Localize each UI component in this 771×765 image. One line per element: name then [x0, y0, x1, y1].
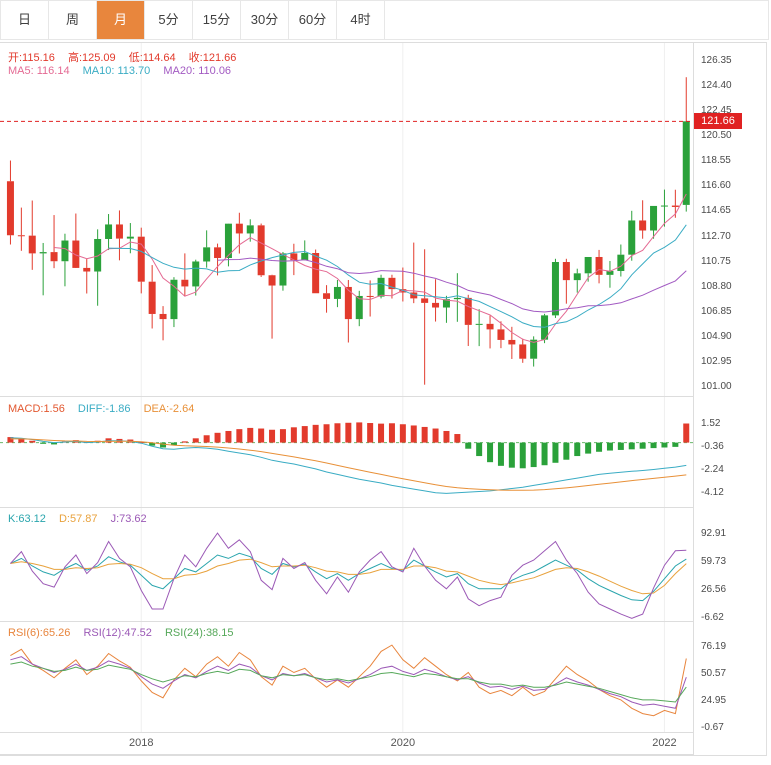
rsi-header: RSI(6):65.26 RSI(12):47.52 RSI(24):38.15: [8, 627, 243, 639]
y-tick-rsi: -0.67: [701, 722, 724, 733]
y-tick-price: 118.55: [701, 155, 731, 167]
period-tab-15分[interactable]: 15分: [193, 1, 241, 39]
y-tick-rsi: 50.57: [701, 668, 727, 679]
y-tick-price: 122.45: [701, 105, 732, 117]
rsi12-value: RSI(12):47.52: [83, 627, 152, 639]
y-tick-price: 106.85: [701, 305, 732, 317]
y-tick-price: 116.60: [701, 180, 731, 192]
y-tick-price: 108.80: [701, 280, 732, 292]
y-tick-macd: -0.36: [701, 441, 724, 452]
current-price-badge: 121.66: [694, 113, 742, 130]
k-value: K:63.12: [8, 513, 46, 525]
ma10-value: MA10: 113.70: [82, 65, 151, 77]
y-tick-macd: 1.52: [701, 418, 721, 429]
low-value: 低:114.64: [128, 52, 176, 64]
j-value: J:73.62: [110, 513, 147, 525]
y-tick-rsi: 24.95: [701, 695, 727, 706]
y-tick-macd: -4.12: [701, 487, 724, 498]
kdj-header: K:63.12 D:57.87 J:73.62: [8, 513, 157, 525]
open-value: 开:115.16: [8, 52, 55, 64]
y-tick-price: 126.35: [701, 55, 732, 66]
dea-value: DEA:-2.64: [143, 403, 195, 415]
ma-header: MA5: 116.14 MA10: 113.70 MA20: 110.06: [8, 65, 241, 77]
d-value: D:57.87: [58, 513, 98, 525]
rsi24-value: RSI(24):38.15: [164, 627, 234, 639]
period-tab-30分[interactable]: 30分: [241, 1, 289, 39]
period-tab-周[interactable]: 周: [49, 1, 97, 39]
high-value: 高:125.09: [67, 52, 116, 64]
y-tick-price: 120.50: [701, 130, 732, 142]
diff-value: DIFF:-1.86: [77, 403, 131, 415]
x-axis-label-2022: 2022: [652, 737, 677, 749]
period-tab-4时[interactable]: 4时: [337, 1, 385, 39]
y-tick-price: 102.95: [701, 355, 732, 367]
y-tick-price: 114.65: [701, 205, 731, 217]
period-tab-5分[interactable]: 5分: [145, 1, 193, 39]
y-tick-macd: -2.24: [701, 464, 724, 475]
y-tick-price: 112.70: [701, 230, 731, 242]
close-value: 收:121.66: [188, 52, 237, 64]
x-axis-label-2020: 2020: [390, 737, 416, 749]
rsi6-value: RSI(6):65.26: [8, 627, 71, 639]
macd-value: MACD:1.56: [8, 403, 65, 415]
y-tick-price: 101.00: [701, 381, 732, 392]
macd-header: MACD:1.56 DIFF:-1.86 DEA:-2.64: [8, 403, 204, 415]
x-axis-label-2018: 2018: [129, 737, 154, 749]
y-tick-kdj: 92.91: [701, 528, 727, 539]
ohlc-header: 开:115.16 高:125.09 低:114.64 收:121.66: [8, 49, 246, 65]
y-tick-kdj: -6.62: [701, 612, 724, 623]
period-tab-日[interactable]: 日: [1, 1, 49, 39]
y-tick-kdj: 26.56: [701, 583, 727, 595]
y-tick-price: 110.75: [701, 255, 731, 267]
y-tick-kdj: 59.73: [701, 556, 727, 567]
period-tab-60分[interactable]: 60分: [289, 1, 337, 39]
chart-plot[interactable]: [0, 43, 694, 755]
chart-area: 开:115.16 高:125.09 低:114.64 收:121.66 MA5:…: [0, 42, 767, 756]
period-tab-月[interactable]: 月: [97, 1, 145, 39]
y-tick-rsi: 76.19: [701, 641, 727, 652]
y-tick-price: 104.90: [701, 330, 732, 342]
ma5-value: MA5: 116.14: [8, 65, 70, 77]
ma20-value: MA20: 110.06: [163, 65, 232, 77]
y-tick-price: 124.40: [701, 80, 732, 92]
period-toolbar: 日周月 5分 15分 30分 60分 4时: [0, 0, 769, 40]
